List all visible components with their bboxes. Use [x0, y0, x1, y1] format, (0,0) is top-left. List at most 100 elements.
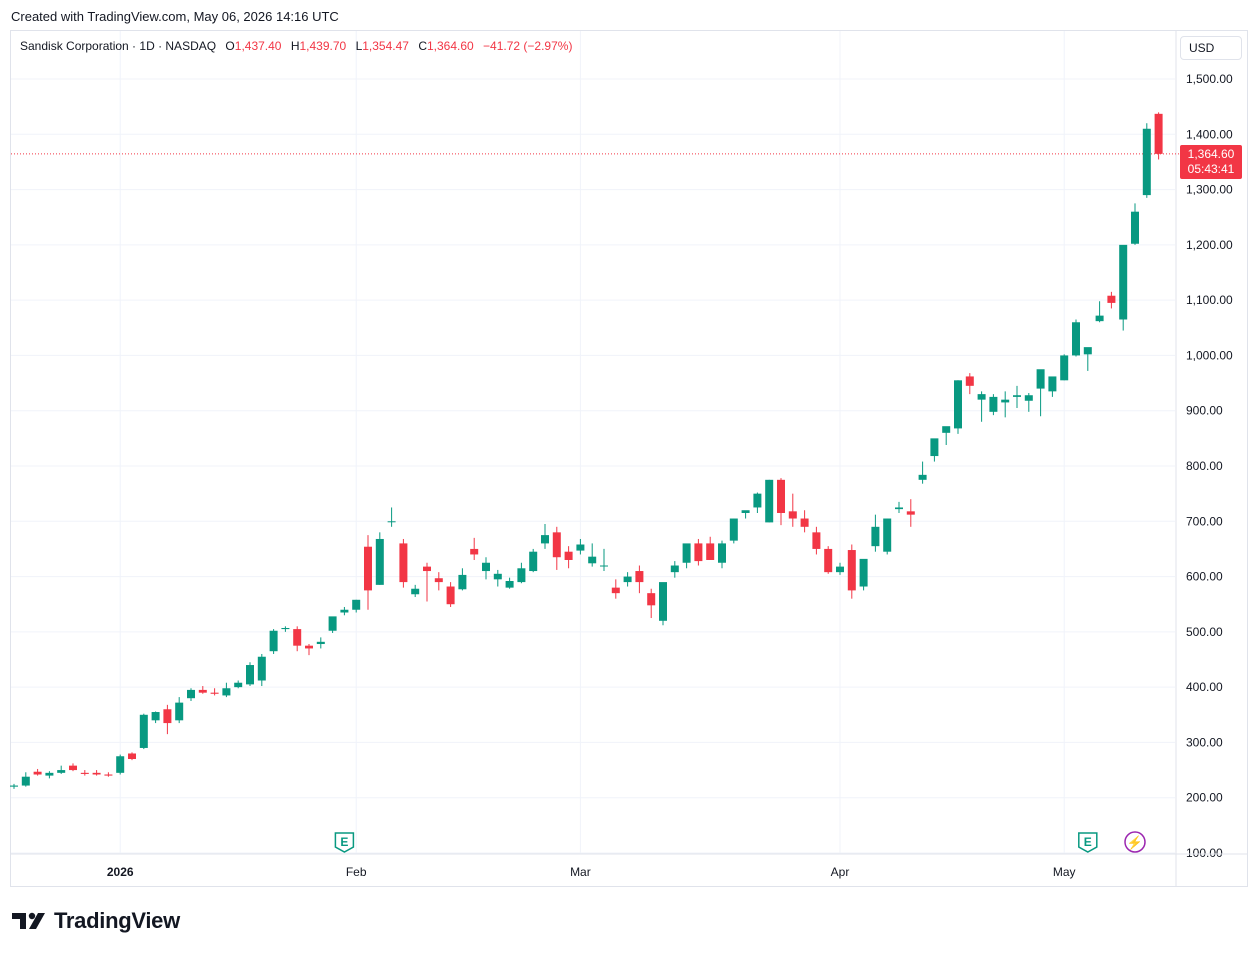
candle	[1001, 391, 1010, 418]
candle-body	[305, 645, 313, 649]
candle-body	[529, 551, 538, 572]
price-tick-label: 1,300.00	[1186, 183, 1233, 197]
tradingview-logo: TradingView	[12, 906, 180, 936]
candle	[517, 562, 526, 584]
change-value: −41.72 (−2.97%)	[483, 39, 573, 53]
candle-body	[918, 474, 927, 480]
price-tick-label: 1,400.00	[1186, 127, 1233, 141]
candle	[895, 501, 903, 513]
candle-body	[871, 526, 880, 547]
candle-body	[505, 580, 514, 588]
bar-countdown: 05:43:41	[1187, 162, 1235, 176]
candle	[80, 770, 89, 776]
candle-body	[659, 582, 667, 621]
candle-body	[1013, 395, 1021, 397]
candle-body	[21, 776, 30, 786]
candle	[989, 394, 998, 416]
candle	[564, 546, 573, 569]
candle-body	[92, 772, 101, 775]
candle-body	[387, 521, 396, 523]
currency-selector[interactable]: USD	[1180, 36, 1242, 60]
candle-body	[411, 588, 420, 595]
candle	[871, 514, 880, 552]
candle-body	[33, 771, 42, 775]
candle-body	[139, 714, 148, 748]
open-value: 1,437.40	[234, 39, 282, 53]
candle-body	[340, 609, 349, 613]
candle	[659, 582, 667, 626]
candle-body	[517, 568, 526, 583]
candle	[1036, 369, 1045, 417]
candle-body	[116, 756, 125, 773]
candle-body	[989, 396, 998, 412]
chart-frame	[10, 30, 1248, 887]
candle	[765, 479, 774, 523]
candle	[788, 493, 797, 527]
candle-body	[753, 493, 762, 508]
candle-body	[1072, 322, 1080, 356]
candle	[104, 772, 113, 777]
split-label: ⚡	[1127, 835, 1143, 851]
candle	[505, 577, 514, 589]
candle-body	[588, 556, 597, 564]
candle	[954, 380, 962, 434]
candle-body	[328, 616, 337, 631]
candle-body	[482, 562, 490, 572]
candle-body	[493, 573, 502, 580]
candle-body	[682, 543, 691, 563]
candle-body	[210, 692, 219, 694]
candle-body	[198, 689, 207, 693]
candle-body	[128, 753, 136, 760]
candle	[1142, 123, 1151, 198]
candle-body	[1154, 113, 1163, 154]
price-tick-label: 400.00	[1186, 680, 1223, 694]
time-tick-label: Mar	[570, 865, 591, 879]
candle-body	[434, 578, 443, 583]
candle-body	[458, 574, 467, 590]
candle	[1131, 203, 1139, 245]
candle-body	[954, 380, 962, 429]
candle	[741, 510, 750, 519]
candle	[175, 697, 184, 724]
candle	[375, 532, 384, 585]
candle	[718, 540, 726, 569]
candle-body	[423, 566, 431, 572]
earnings-label: E	[340, 835, 348, 849]
candle	[340, 606, 349, 616]
candle-body	[316, 641, 325, 645]
events: E E ⚡	[334, 831, 1146, 853]
candle	[21, 772, 30, 787]
candle	[151, 711, 160, 724]
candle	[800, 510, 809, 533]
lightning-icon: ⚡	[1124, 831, 1146, 853]
earnings-badge	[334, 832, 355, 853]
candle	[836, 562, 844, 575]
candle	[482, 557, 490, 580]
time-tick-label: May	[1053, 865, 1076, 879]
candle-body	[906, 511, 915, 515]
candle	[906, 499, 915, 527]
candle	[1013, 385, 1021, 408]
candle	[824, 546, 833, 574]
price-tick-label: 1,500.00	[1186, 72, 1233, 86]
candle	[10, 783, 18, 789]
candle	[1072, 319, 1080, 357]
candle-body	[765, 479, 774, 523]
candle	[116, 754, 125, 775]
candle	[458, 568, 467, 591]
candle	[541, 524, 549, 549]
candle	[965, 373, 974, 395]
candle	[305, 644, 313, 656]
candle-body	[352, 599, 361, 610]
candle-body	[1119, 244, 1128, 320]
time-tick-label: Feb	[346, 865, 367, 879]
earnings-label: E	[1084, 835, 1092, 849]
candle-body	[670, 565, 679, 573]
candle	[269, 629, 278, 654]
earnings-icon: E	[334, 832, 355, 853]
split-badge	[1124, 831, 1146, 853]
time-tick-label: 2026	[107, 865, 134, 879]
candle-body	[541, 535, 549, 544]
candle-body	[45, 772, 54, 776]
